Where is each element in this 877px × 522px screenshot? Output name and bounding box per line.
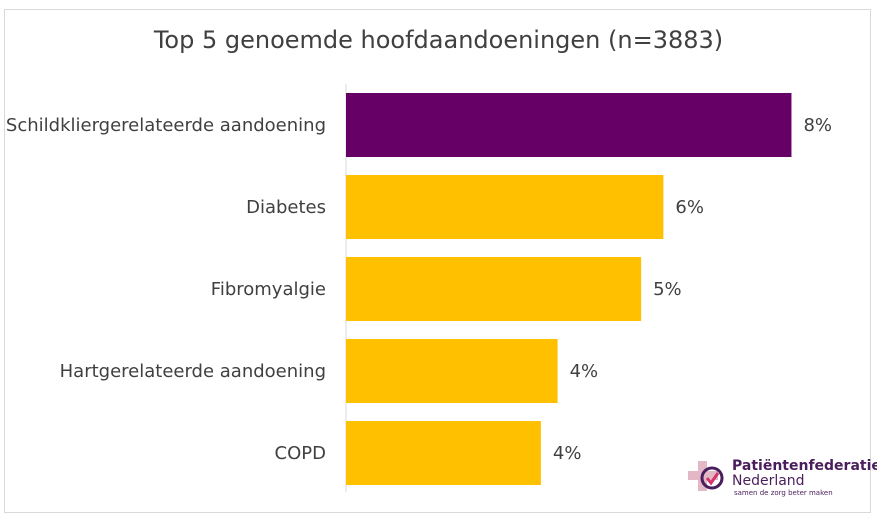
value-label-5: 4% — [553, 443, 582, 464]
category-label-1: Schildkliergerelateerde aandoening — [6, 115, 326, 136]
category-label-4: Hartgerelateerde aandoening — [60, 361, 326, 382]
bar-2 — [346, 175, 664, 239]
value-label-3: 5% — [653, 279, 682, 300]
brand-logo: Patiëntenfederatie Nederland samen de zo… — [686, 456, 877, 500]
value-label-1: 8% — [803, 115, 832, 136]
logo-icon — [688, 461, 724, 491]
bar-1 — [346, 93, 792, 157]
logo-line1: Patiëntenfederatie — [732, 458, 877, 474]
logo-line2: Nederland — [732, 473, 805, 489]
logo-tagline: samen de zorg beter maken — [734, 489, 833, 497]
category-label-2: Diabetes — [246, 197, 326, 218]
bar-3 — [346, 257, 642, 321]
chart-title: Top 5 genoemde hoofdaandoeningen (n=3883… — [153, 26, 724, 54]
value-label-4: 4% — [570, 361, 599, 382]
bar-4 — [346, 339, 558, 403]
bar-5 — [346, 421, 541, 485]
category-label-3: Fibromyalgie — [211, 279, 326, 300]
category-label-5: COPD — [275, 443, 326, 464]
value-label-2: 6% — [675, 197, 704, 218]
